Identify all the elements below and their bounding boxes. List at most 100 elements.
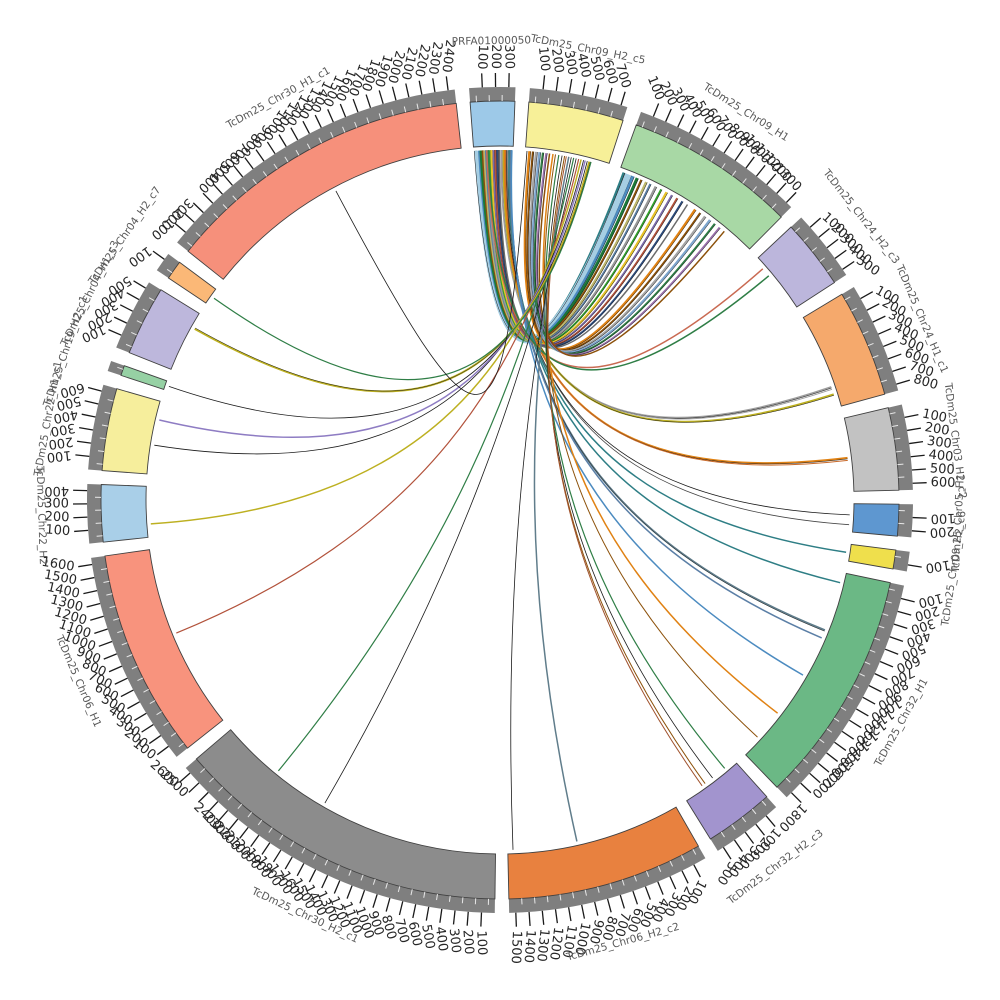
major-tick <box>855 708 869 717</box>
minor-tick <box>560 99 563 106</box>
major-tick <box>515 912 518 927</box>
minor-tick <box>892 424 899 427</box>
minor-tick <box>546 896 549 903</box>
minor-tick <box>665 131 669 138</box>
segment-arc <box>167 261 217 304</box>
tick-label: 1800 <box>775 800 809 834</box>
tick-label: 200 <box>548 47 566 74</box>
tick-label: 1500 <box>43 567 78 588</box>
major-tick <box>188 782 200 793</box>
major-tick <box>632 890 639 905</box>
major-tick <box>296 863 305 877</box>
minor-tick <box>864 661 871 665</box>
minor-tick <box>610 110 613 117</box>
major-tick <box>94 628 108 634</box>
minor-tick <box>811 247 817 252</box>
tick-label: 600 <box>930 475 955 491</box>
segment-arc <box>195 729 496 900</box>
major-tick <box>790 792 802 804</box>
major-tick <box>418 80 423 95</box>
tick-label: 200 <box>924 420 951 439</box>
segment-label: TcDm25_Chr22_H2 <box>34 465 49 565</box>
minor-tick <box>641 121 645 128</box>
major-tick <box>385 897 391 912</box>
major-tick <box>766 173 777 186</box>
major-tick <box>723 140 733 154</box>
tick-label: 900 <box>365 909 387 937</box>
major-tick <box>581 81 586 96</box>
segment-TcDm25_Chr06_H2_c2: 1002003004005006007008009001000110012001… <box>507 806 709 964</box>
minor-tick <box>279 834 284 841</box>
major-tick <box>907 564 922 568</box>
chord-link-36 <box>543 154 758 738</box>
major-tick <box>842 260 855 270</box>
minor-tick <box>410 889 413 896</box>
minor-tick <box>142 308 149 313</box>
minor-tick <box>104 411 111 415</box>
major-tick <box>339 103 347 118</box>
minor-tick <box>461 897 464 904</box>
major-tick <box>722 847 732 860</box>
minor-tick <box>442 99 444 106</box>
major-tick <box>78 563 93 568</box>
tick-label: 400 <box>432 926 450 953</box>
major-tick <box>272 849 282 863</box>
major-tick <box>197 791 209 803</box>
major-tick <box>776 182 787 194</box>
scale-band <box>116 282 161 353</box>
major-tick <box>445 76 449 91</box>
chord-link-37 <box>544 154 726 769</box>
major-tick <box>481 73 483 88</box>
tick-label: 300 <box>561 49 580 76</box>
major-tick <box>910 454 925 458</box>
tick-label: 600 <box>58 379 86 400</box>
tick-label: 400 <box>574 52 594 79</box>
chord-link-25 <box>510 150 804 676</box>
minor-tick <box>113 618 120 621</box>
minor-tick <box>163 721 169 727</box>
major-tick <box>321 875 329 889</box>
scale-band <box>88 384 117 471</box>
minor-tick <box>862 331 869 335</box>
minor-tick <box>826 728 833 733</box>
minor-tick <box>857 319 863 323</box>
minor-tick <box>232 195 238 201</box>
minor-tick <box>894 555 902 558</box>
major-tick <box>133 712 147 722</box>
minor-tick <box>771 203 777 209</box>
chord-link-35 <box>542 153 779 714</box>
major-tick <box>352 98 359 113</box>
major-tick <box>333 880 341 894</box>
minor-tick <box>204 222 210 228</box>
major-tick <box>84 400 99 405</box>
major-tick <box>75 454 90 457</box>
minor-tick <box>896 450 903 453</box>
tick-label: 900 <box>586 918 606 946</box>
major-tick <box>866 303 880 311</box>
major-tick <box>834 741 847 751</box>
minor-tick <box>633 875 637 882</box>
major-tick <box>405 83 410 98</box>
tick-label: 200 <box>44 509 69 525</box>
minor-tick <box>880 379 887 383</box>
major-tick <box>113 316 128 324</box>
major-tick <box>826 752 839 762</box>
segment-label: PRFA01000050 <box>452 34 532 48</box>
minor-tick <box>117 366 124 370</box>
major-tick <box>119 304 133 312</box>
chord-link-42 <box>510 157 572 850</box>
tick-label: 2300 <box>425 41 445 76</box>
major-tick <box>644 886 651 900</box>
segment-arc <box>507 806 700 900</box>
tick-label: 300 <box>446 928 464 954</box>
minor-tick <box>646 870 650 877</box>
minor-tick <box>819 738 825 744</box>
major-tick <box>620 91 626 106</box>
major-tick <box>108 329 122 336</box>
major-tick <box>202 192 214 204</box>
tick-label: 1700 <box>809 767 843 801</box>
major-tick <box>261 842 271 855</box>
major-tick <box>133 280 146 289</box>
minor-tick <box>99 437 106 440</box>
minor-tick <box>657 866 662 872</box>
